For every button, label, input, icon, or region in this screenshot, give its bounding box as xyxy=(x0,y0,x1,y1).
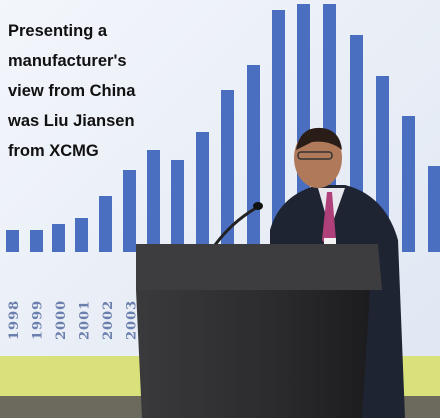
screen-bar xyxy=(171,160,184,252)
screen-label: 2000 xyxy=(54,300,69,340)
podium xyxy=(136,290,370,418)
speaker-hair xyxy=(296,127,342,150)
screen-bar xyxy=(99,196,112,252)
caption-line: manufacturer's xyxy=(8,52,127,70)
caption-line: from XCMG xyxy=(8,142,99,160)
screen-bar xyxy=(6,230,19,252)
screen-label: 2001 xyxy=(78,300,93,340)
screen-bar xyxy=(52,224,65,252)
caption-line: was Liu Jiansen xyxy=(7,112,135,130)
caption-line: Presenting a xyxy=(8,22,108,40)
microphone-head xyxy=(253,202,263,210)
screen-label: 1999 xyxy=(31,300,46,340)
screen-bar xyxy=(147,150,160,252)
screen-labels: 1998 1999 2000 2001 2002 2003 xyxy=(7,300,140,340)
screen-bar xyxy=(247,65,260,252)
screen-bar xyxy=(123,170,136,252)
speaker-glasses xyxy=(297,151,333,160)
microphone xyxy=(213,206,257,246)
screen-label: 2002 xyxy=(101,300,116,340)
screen-label: 2003 xyxy=(125,300,140,340)
caption: Presenting a manufacturer's view from Chin… xyxy=(7,22,136,160)
screen-bar xyxy=(402,116,415,252)
screen-bar xyxy=(221,90,234,252)
podium-top xyxy=(136,244,382,290)
caption-line: view from China xyxy=(8,82,136,100)
speaker-tie xyxy=(322,192,336,250)
screen-bar xyxy=(30,230,43,252)
screen-label: 1998 xyxy=(7,300,22,340)
screen-bar xyxy=(428,166,440,252)
screen-bar xyxy=(272,10,285,252)
screen-bar xyxy=(75,218,88,252)
screen-bar xyxy=(196,132,209,252)
speaker-badge xyxy=(324,238,336,248)
